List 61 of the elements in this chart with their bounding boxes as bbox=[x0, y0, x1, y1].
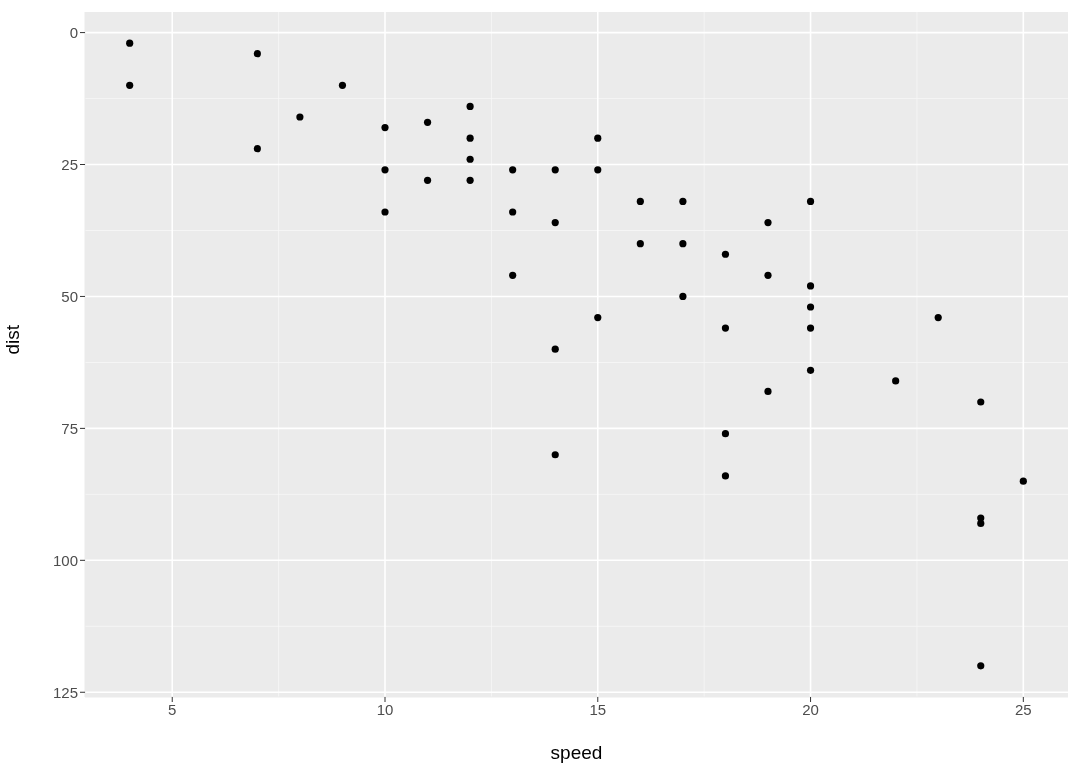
point bbox=[338, 81, 347, 89]
point bbox=[806, 282, 815, 290]
point bbox=[253, 145, 261, 153]
point bbox=[296, 113, 304, 121]
point bbox=[381, 208, 389, 216]
point bbox=[679, 197, 687, 206]
point bbox=[806, 366, 815, 374]
point bbox=[466, 176, 474, 184]
point bbox=[551, 166, 559, 174]
point bbox=[126, 81, 134, 89]
point bbox=[721, 324, 730, 332]
point bbox=[764, 387, 772, 396]
point bbox=[721, 430, 730, 438]
point bbox=[806, 197, 815, 206]
point bbox=[679, 292, 687, 301]
point bbox=[721, 472, 730, 480]
y-tick-label: 75 bbox=[61, 419, 78, 437]
y-axis-title: dist bbox=[1, 324, 23, 355]
x-tick-label: 15 bbox=[589, 700, 607, 718]
x-tick-label: 20 bbox=[802, 700, 819, 718]
point bbox=[509, 208, 517, 216]
point bbox=[551, 345, 559, 353]
x-tick-label: 10 bbox=[376, 700, 394, 718]
x-tick-label: 25 bbox=[1014, 700, 1032, 718]
point bbox=[509, 271, 517, 279]
point bbox=[636, 197, 644, 206]
point bbox=[466, 134, 474, 142]
point bbox=[551, 451, 559, 459]
x-tick-label: 5 bbox=[168, 700, 177, 718]
y-tick-label: 50 bbox=[61, 287, 78, 305]
point bbox=[764, 271, 772, 279]
point bbox=[721, 250, 730, 258]
point bbox=[977, 519, 985, 527]
point bbox=[381, 123, 389, 132]
point bbox=[1019, 477, 1027, 485]
point bbox=[977, 398, 985, 406]
point bbox=[466, 155, 474, 163]
point bbox=[381, 166, 389, 174]
point bbox=[423, 176, 432, 184]
point bbox=[466, 102, 474, 111]
y-tick-label: 100 bbox=[52, 551, 78, 569]
point bbox=[977, 662, 985, 670]
point bbox=[892, 377, 900, 385]
point bbox=[126, 39, 134, 47]
point bbox=[806, 303, 815, 311]
y-tick-label: 125 bbox=[52, 683, 78, 701]
point bbox=[594, 313, 602, 322]
point bbox=[636, 240, 644, 248]
point bbox=[594, 134, 602, 142]
point bbox=[253, 50, 261, 58]
x-axis-title: speed bbox=[550, 742, 603, 763]
point bbox=[551, 218, 559, 227]
point bbox=[764, 218, 772, 227]
point bbox=[509, 166, 517, 174]
point bbox=[423, 118, 432, 126]
point bbox=[679, 240, 687, 248]
point bbox=[594, 166, 602, 174]
point bbox=[934, 313, 942, 322]
y-tick-label: 0 bbox=[69, 23, 78, 41]
point bbox=[806, 324, 815, 332]
y-tick-label: 25 bbox=[61, 155, 78, 173]
